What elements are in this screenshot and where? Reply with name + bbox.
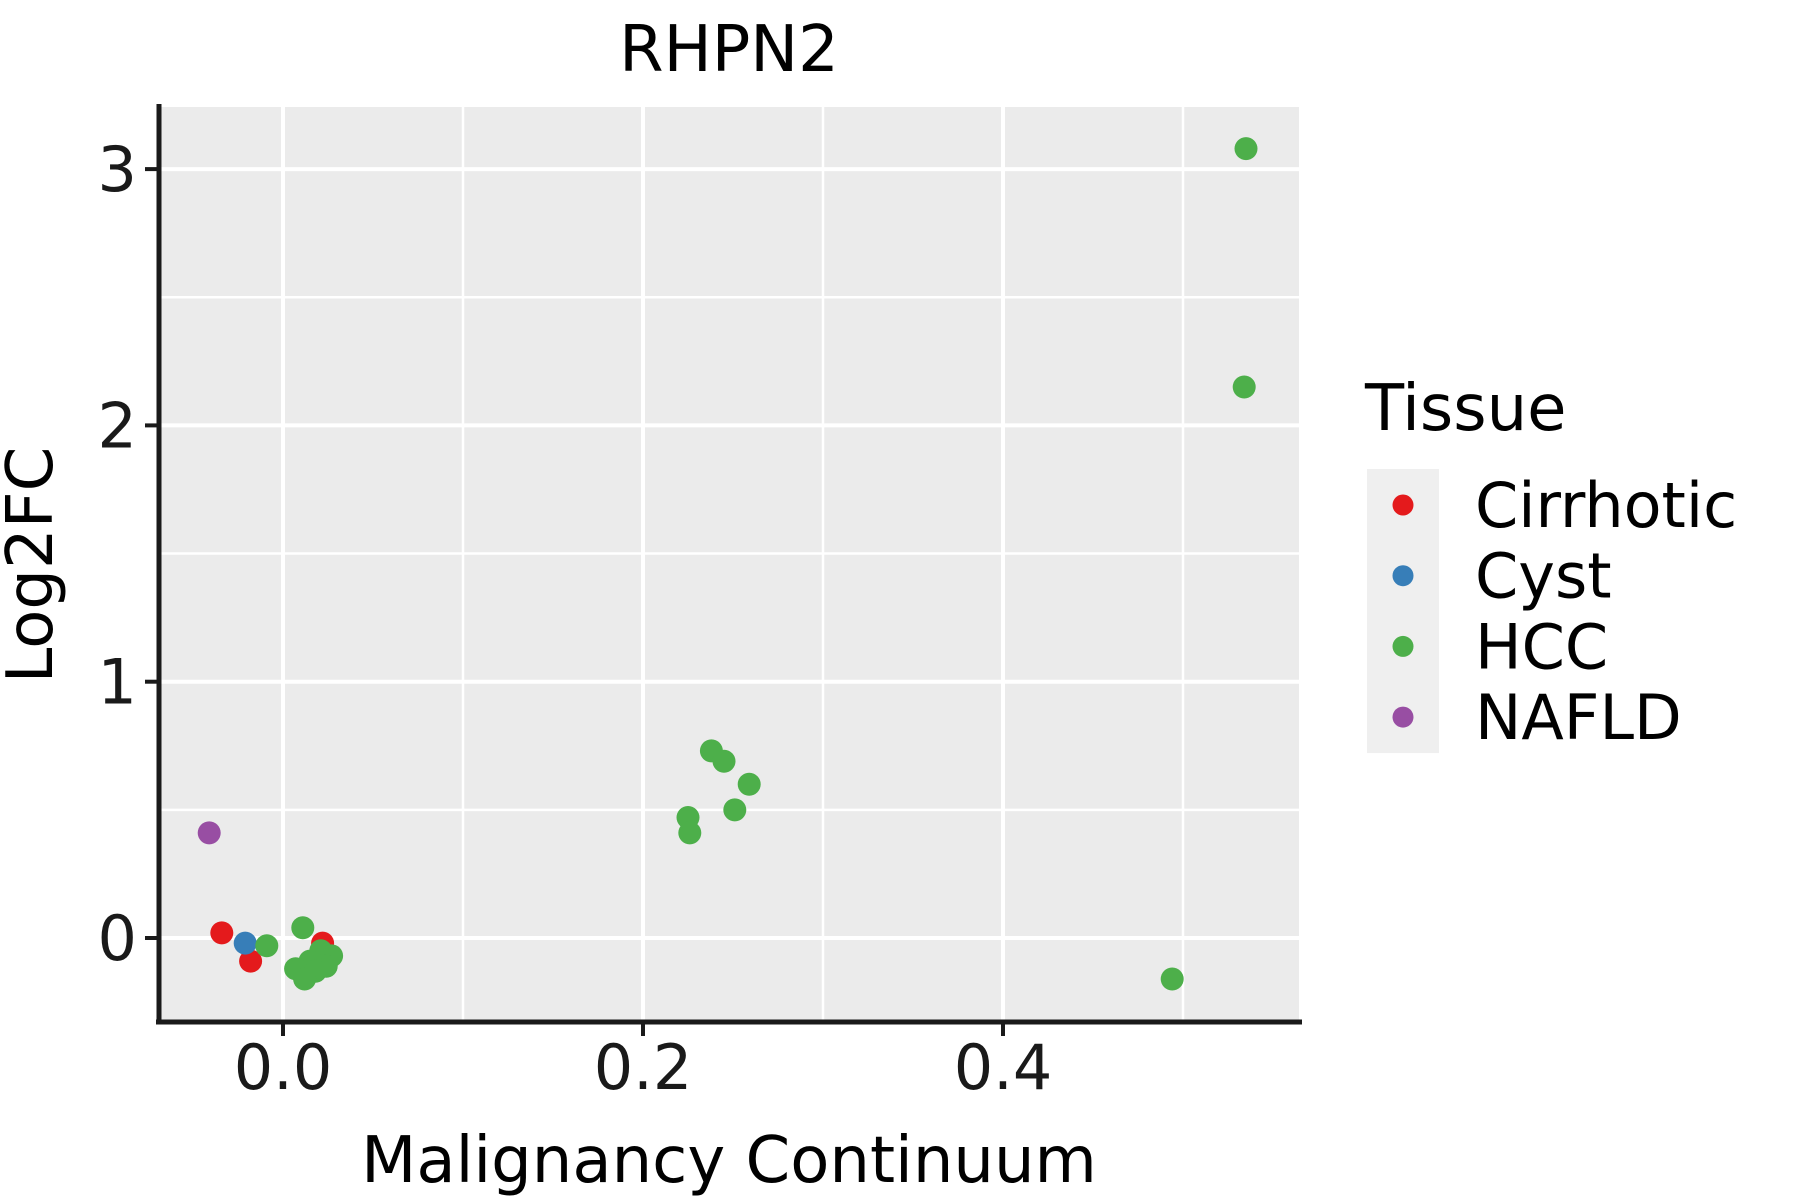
plot-title: RHPN2 (619, 13, 839, 87)
data-point-cirrhotic (239, 949, 263, 973)
legend-key-dot-nafld (1392, 706, 1414, 728)
x-tick-label: 0.0 (234, 1031, 333, 1104)
data-point-cirrhotic (210, 921, 234, 945)
x-tick-label: 0.2 (594, 1031, 693, 1104)
legend-label: NAFLD (1475, 681, 1682, 754)
data-point-hcc (678, 821, 702, 845)
data-point-hcc (293, 967, 317, 991)
data-point-hcc (723, 798, 747, 822)
legend-label: Cirrhotic (1475, 469, 1737, 542)
x-tick-label: 0.4 (954, 1031, 1053, 1104)
y-tick-label: 3 (98, 133, 137, 206)
legend-key-dot-cyst (1392, 565, 1414, 587)
x-axis-label: Malignancy Continuum (361, 1124, 1097, 1198)
data-point-nafld (197, 821, 221, 845)
data-point-hcc (291, 916, 315, 940)
plot-panel (159, 107, 1299, 1022)
data-point-hcc (1232, 375, 1256, 399)
y-axis-label: Log2FC (0, 447, 68, 684)
data-point-hcc (255, 934, 279, 958)
legend-key-dot-hcc (1392, 635, 1414, 657)
data-point-cyst (233, 931, 257, 955)
data-point-hcc (1160, 967, 1184, 991)
data-point-hcc (1234, 137, 1258, 161)
legend-label: Cyst (1475, 540, 1612, 613)
legend-label: HCC (1475, 610, 1608, 683)
data-point-hcc (712, 749, 736, 773)
legend-key-dot-cirrhotic (1392, 494, 1414, 516)
y-tick-label: 2 (98, 389, 137, 462)
data-point-hcc (737, 772, 761, 796)
legend-title: Tissue (1364, 372, 1567, 446)
y-tick-label: 0 (98, 902, 137, 975)
y-tick-label: 1 (98, 646, 137, 719)
